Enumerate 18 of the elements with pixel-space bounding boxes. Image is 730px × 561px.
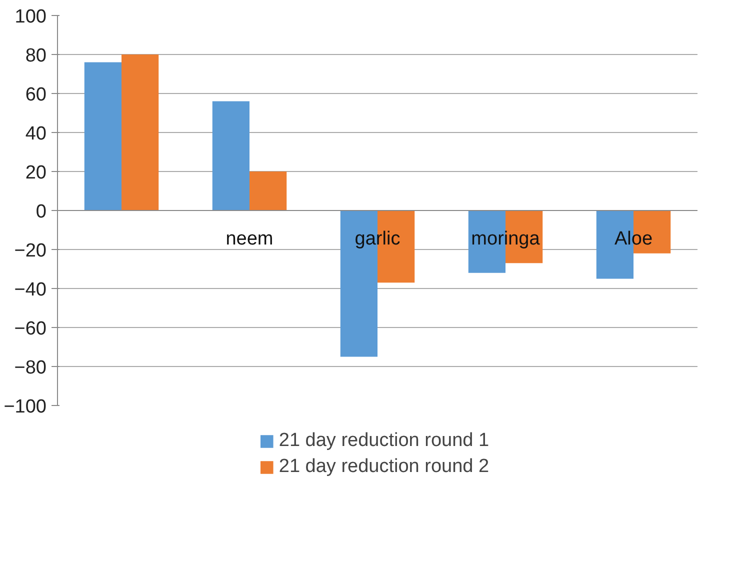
y-tick-label: −100 [4,396,46,418]
x-tick-label: neem [226,228,274,250]
bar [250,172,287,210]
y-tick-label: 40 [25,124,47,144]
y-tick-label: 60 [25,84,47,106]
y-tick-label: −80 [14,358,47,378]
y-tick-label: 20 [25,162,47,184]
y-tick-label: 100 [14,6,46,28]
y-tick-label: 80 [25,46,47,66]
legend-label: 21 day reduction round 2 [278,456,490,478]
y-tick-label: −40 [14,280,47,300]
bar [122,54,159,210]
bar [212,101,250,210]
legend-label: 21 day reduction round 1 [278,430,490,452]
y-tick-label: −60 [14,318,47,340]
bar [84,62,122,210]
y-tick-label: −20 [14,240,47,262]
y-tick-label: 0 [36,202,47,222]
